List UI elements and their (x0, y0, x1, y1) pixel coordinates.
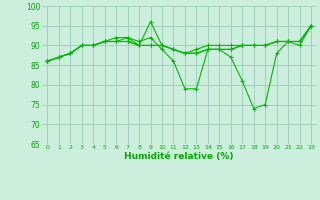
X-axis label: Humidité relative (%): Humidité relative (%) (124, 152, 234, 161)
